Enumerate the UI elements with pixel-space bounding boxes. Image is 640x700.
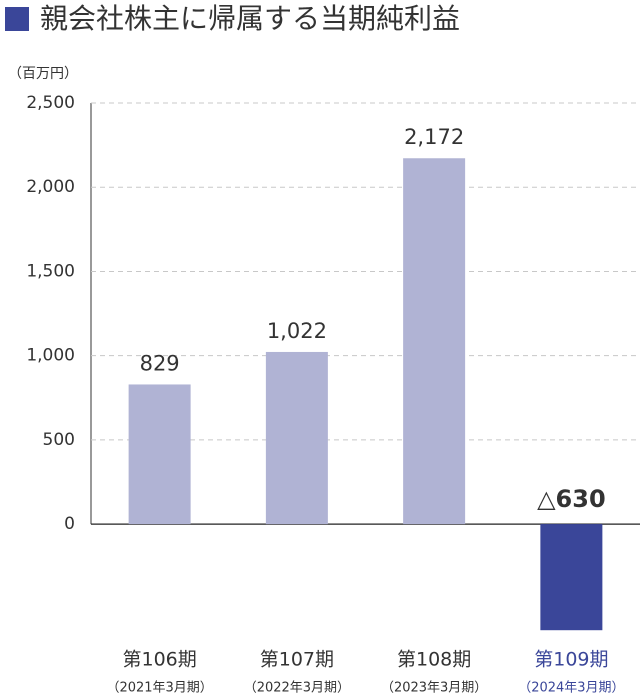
unit-label: （百万円） bbox=[8, 66, 78, 82]
y-tick-label: 1,500 bbox=[26, 261, 75, 281]
bar bbox=[403, 158, 466, 525]
bar bbox=[128, 384, 191, 525]
bar bbox=[265, 351, 328, 525]
x-tick-label: 第106期 bbox=[122, 649, 196, 671]
x-tick-sublabel: （2024年3月期） bbox=[518, 681, 624, 696]
value-label: 829 bbox=[140, 351, 180, 375]
x-tick-label: 第107期 bbox=[260, 649, 334, 671]
x-tick-sublabel: （2022年3月期） bbox=[244, 681, 350, 696]
y-tick-label: 500 bbox=[43, 430, 75, 450]
y-tick-label: 0 bbox=[64, 514, 75, 534]
y-tick-label: 2,500 bbox=[26, 93, 75, 113]
y-tick-label: 1,000 bbox=[26, 346, 75, 366]
title-marker bbox=[5, 7, 29, 31]
x-tick-sublabel: （2021年3月期） bbox=[106, 681, 212, 696]
bar bbox=[540, 524, 603, 631]
x-tick-sublabel: （2023年3月期） bbox=[381, 681, 487, 696]
value-label: △630 bbox=[537, 485, 606, 513]
value-label: 1,022 bbox=[267, 319, 327, 343]
value-label: 2,172 bbox=[404, 125, 464, 149]
x-tick-label: 第109期 bbox=[534, 649, 608, 671]
chart-title: 親会社株主に帰属する当期純利益 bbox=[40, 2, 460, 35]
x-tick-label: 第108期 bbox=[397, 649, 471, 671]
y-tick-label: 2,000 bbox=[26, 177, 75, 197]
